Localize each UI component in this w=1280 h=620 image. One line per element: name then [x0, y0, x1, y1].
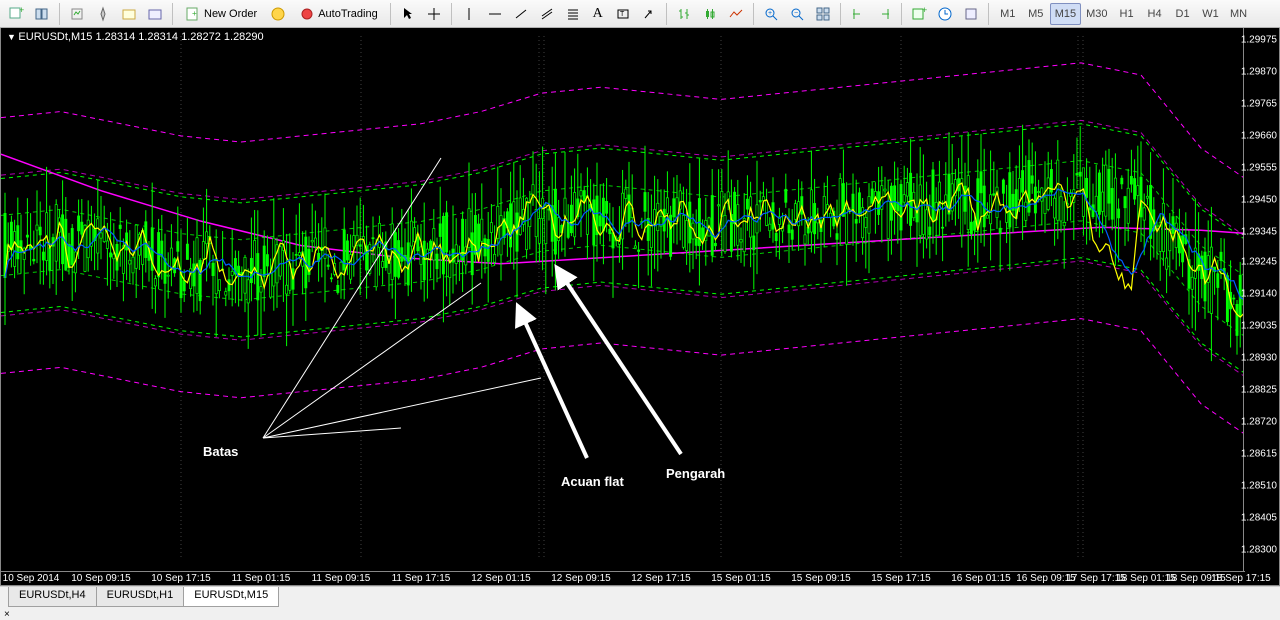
y-tick: 1.28615: [1241, 449, 1277, 460]
timeframe-w1[interactable]: W1: [1197, 3, 1225, 25]
svg-text:+: +: [192, 9, 197, 18]
label-tool[interactable]: T: [611, 3, 635, 25]
y-tick: 1.29765: [1241, 98, 1277, 109]
y-tick: 1.29555: [1241, 162, 1277, 173]
x-tick: 15 Sep 01:15: [711, 573, 771, 584]
y-tick: 1.29245: [1241, 257, 1277, 268]
navigator-button[interactable]: [91, 3, 115, 25]
crosshair-tool[interactable]: [422, 3, 446, 25]
x-tick: 10 Sep 2014: [3, 573, 60, 584]
autoscroll-button[interactable]: [872, 3, 896, 25]
zoom-in-button[interactable]: +: [759, 3, 783, 25]
y-tick: 1.28300: [1241, 545, 1277, 556]
templates-button[interactable]: [959, 3, 983, 25]
x-tick: 12 Sep 17:15: [631, 573, 691, 584]
chart-tab[interactable]: EURUSDt,M15: [183, 587, 279, 607]
text-tool[interactable]: A: [587, 3, 609, 25]
timeframe-d1[interactable]: D1: [1169, 3, 1197, 25]
bar-chart-button[interactable]: [672, 3, 696, 25]
timeframe-m30[interactable]: M30: [1081, 3, 1112, 25]
zoom-out-button[interactable]: −: [785, 3, 809, 25]
x-tick: 11 Sep 09:15: [312, 573, 371, 584]
main-toolbar: + +New Order AutoTrading A T + − + M1M5M…: [0, 0, 1280, 28]
chart-title: EURUSDt,M15 1.28314 1.28314 1.28272 1.28…: [7, 31, 264, 43]
x-tick: 12 Sep 01:15: [471, 573, 531, 584]
strategy-tester-button[interactable]: [143, 3, 167, 25]
y-tick: 1.29975: [1241, 35, 1277, 46]
y-tick: 1.29345: [1241, 226, 1277, 237]
y-tick: 1.29450: [1241, 194, 1277, 205]
terminal-button[interactable]: [117, 3, 141, 25]
x-tick: 16 Sep 01:15: [951, 573, 1011, 584]
annotation: Batas: [203, 444, 238, 459]
channel-tool[interactable]: [535, 3, 559, 25]
svg-text:+: +: [19, 6, 24, 15]
timeframe-mn[interactable]: MN: [1225, 3, 1253, 25]
y-tick: 1.28720: [1241, 417, 1277, 428]
hline-tool[interactable]: [483, 3, 507, 25]
y-tick: 1.28930: [1241, 353, 1277, 364]
y-tick: 1.29035: [1241, 321, 1277, 332]
autotrading-button[interactable]: AutoTrading: [292, 3, 385, 25]
y-tick: 1.29870: [1241, 66, 1277, 77]
profiles-button[interactable]: [30, 3, 54, 25]
new-order-button[interactable]: + New Order: [178, 3, 264, 25]
timeframe-m1[interactable]: M1: [994, 3, 1022, 25]
timeframe-h1[interactable]: H1: [1113, 3, 1141, 25]
x-axis: 10 Sep 2014 10 Sep 09:15 10 Sep 17:15 11 Se…: [1, 571, 1245, 585]
autotrading-label: AutoTrading: [318, 8, 378, 20]
chart-window[interactable]: EURUSDt,M15 1.28314 1.28314 1.28272 1.28…: [0, 28, 1280, 586]
timeframe-buttons: M1M5M15M30H1H4D1W1MN: [994, 3, 1253, 25]
y-tick: 1.28405: [1241, 513, 1277, 524]
vline-tool[interactable]: [457, 3, 481, 25]
y-tick: 1.28825: [1241, 385, 1277, 396]
timeframe-m15[interactable]: M15: [1050, 3, 1081, 25]
svg-text:T: T: [620, 11, 625, 18]
x-tick: 11 Sep 17:15: [392, 573, 451, 584]
chart-tabs: EURUSDt,H4EURUSDt,H1EURUSDt,M15: [0, 586, 1280, 608]
fibo-tool[interactable]: [561, 3, 585, 25]
timeframe-m5[interactable]: M5: [1022, 3, 1050, 25]
new-chart-button[interactable]: +: [4, 3, 28, 25]
x-tick: 15 Sep 09:15: [791, 573, 851, 584]
svg-text:−: −: [794, 10, 798, 17]
y-axis: 1.29975 1.29870 1.29765 1.29660 1.29555 1.294…: [1243, 28, 1279, 572]
x-tick: 18 Sep 17:15: [1211, 573, 1271, 584]
annotation: Pengarah: [666, 466, 725, 481]
tile-windows-button[interactable]: [811, 3, 835, 25]
trendline-tool[interactable]: [509, 3, 533, 25]
svg-text:+: +: [768, 10, 772, 17]
arrows-tool[interactable]: [637, 3, 661, 25]
metaquotes-button[interactable]: [266, 3, 290, 25]
x-tick: 10 Sep 17:15: [151, 573, 211, 584]
x-tick: 12 Sep 09:15: [551, 573, 611, 584]
x-tick: 15 Sep 17:15: [871, 573, 931, 584]
svg-text:+: +: [922, 6, 927, 15]
chart-tab[interactable]: EURUSDt,H4: [8, 587, 97, 607]
periods-button[interactable]: [933, 3, 957, 25]
line-chart-button[interactable]: [724, 3, 748, 25]
timeframe-h4[interactable]: H4: [1141, 3, 1169, 25]
y-tick: 1.29140: [1241, 289, 1277, 300]
x-tick: 11 Sep 01:15: [232, 573, 291, 584]
y-tick: 1.28510: [1241, 481, 1277, 492]
indicators-button[interactable]: +: [907, 3, 931, 25]
annotation: Acuan flat: [561, 474, 624, 489]
cursor-tool[interactable]: [396, 3, 420, 25]
shift-button[interactable]: [846, 3, 870, 25]
candle-chart-button[interactable]: [698, 3, 722, 25]
chart-tab[interactable]: EURUSDt,H1: [96, 587, 185, 607]
market-watch-button[interactable]: [65, 3, 89, 25]
x-tick: 10 Sep 09:15: [71, 573, 131, 584]
y-tick: 1.29660: [1241, 130, 1277, 141]
close-panel-icon[interactable]: ×: [4, 609, 10, 620]
new-order-label: New Order: [204, 8, 257, 20]
price-chart[interactable]: [1, 28, 1245, 586]
